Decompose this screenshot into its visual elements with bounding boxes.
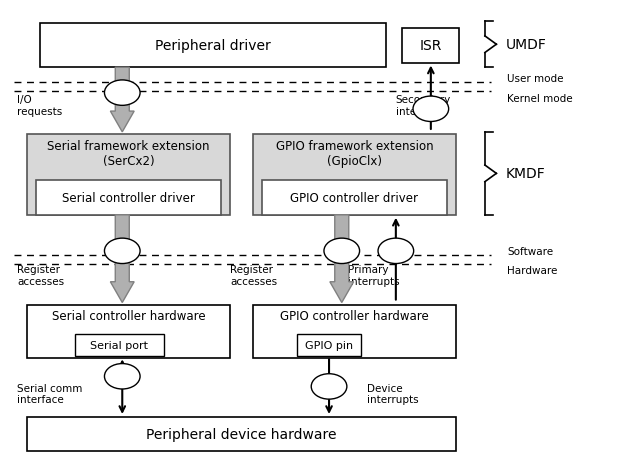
Text: KMDF: KMDF: [506, 167, 546, 181]
Ellipse shape: [104, 364, 140, 389]
Ellipse shape: [324, 238, 360, 264]
Text: Peripheral driver: Peripheral driver: [155, 39, 271, 53]
Bar: [27, 417, 456, 451]
Polygon shape: [111, 215, 134, 303]
Ellipse shape: [104, 81, 140, 106]
Text: Device
interrupts: Device interrupts: [367, 383, 419, 404]
Ellipse shape: [413, 97, 449, 122]
Bar: [402, 29, 459, 63]
Bar: [36, 181, 221, 215]
Ellipse shape: [104, 238, 140, 264]
Bar: [262, 181, 447, 215]
Text: Serial controller driver: Serial controller driver: [62, 192, 195, 205]
Text: Serial comm
interface: Serial comm interface: [17, 383, 82, 404]
Bar: [75, 335, 164, 357]
Text: GPIO framework extension
(GpioClx): GPIO framework extension (GpioClx): [275, 139, 433, 168]
Text: Register
accesses: Register accesses: [17, 264, 65, 286]
Text: Software: Software: [507, 246, 553, 257]
Bar: [252, 135, 456, 215]
Polygon shape: [330, 215, 353, 303]
Text: GPIO controller hardware: GPIO controller hardware: [280, 310, 429, 323]
Text: UMDF: UMDF: [506, 38, 547, 52]
Text: Secondary
interrupts: Secondary interrupts: [396, 95, 451, 117]
Text: Hardware: Hardware: [507, 266, 558, 275]
Text: User mode: User mode: [507, 74, 564, 84]
Text: Peripheral device hardware: Peripheral device hardware: [146, 427, 337, 441]
Bar: [27, 135, 231, 215]
Text: Register
accesses: Register accesses: [231, 264, 277, 286]
Ellipse shape: [311, 374, 347, 399]
Bar: [252, 305, 456, 358]
Text: ISR: ISR: [420, 39, 442, 53]
Text: Serial controller hardware: Serial controller hardware: [52, 310, 206, 323]
Polygon shape: [111, 68, 134, 132]
Bar: [40, 25, 387, 68]
Text: Primary
interrupts: Primary interrupts: [348, 264, 400, 286]
Bar: [297, 335, 361, 357]
Text: Serial port: Serial port: [90, 341, 148, 350]
Text: GPIO pin: GPIO pin: [305, 341, 353, 350]
Bar: [27, 305, 231, 358]
Text: Serial framework extension
(SerCx2): Serial framework extension (SerCx2): [47, 139, 210, 168]
Text: I/O
requests: I/O requests: [17, 95, 63, 117]
Text: GPIO controller driver: GPIO controller driver: [291, 192, 419, 205]
Ellipse shape: [378, 238, 413, 264]
Text: Kernel mode: Kernel mode: [507, 94, 573, 103]
